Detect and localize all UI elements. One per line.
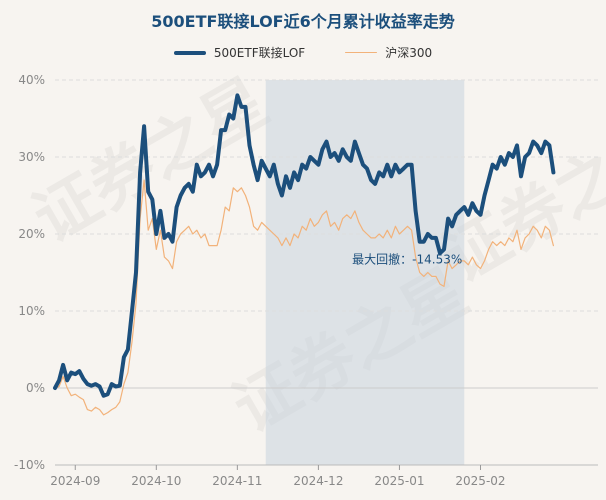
- x-tick-label: 2025-01: [374, 474, 424, 488]
- x-tick-label: 2024-12: [293, 474, 343, 488]
- legend-label-index: 沪深300: [385, 46, 433, 60]
- y-tick-label: 40%: [18, 73, 45, 87]
- legend-swatch-fund: [173, 50, 206, 55]
- legend-item-index[interactable]: 沪深300: [345, 44, 432, 61]
- x-tick-label: 2024-11: [212, 474, 262, 488]
- drawdown-region: [265, 80, 465, 465]
- y-tick-label: 20%: [18, 227, 45, 241]
- y-tick-label: 30%: [18, 150, 45, 164]
- legend: 500ETF联接LOF 沪深300: [0, 44, 606, 61]
- legend-item-fund[interactable]: 500ETF联接LOF: [173, 44, 306, 61]
- drawdown-label: 最大回撤：-14.53%: [352, 251, 462, 266]
- x-tick-label: 2024-10: [131, 474, 181, 488]
- y-tick-label: -10%: [14, 458, 45, 472]
- x-tick-label: 2024-09: [50, 474, 100, 488]
- legend-swatch-index: [345, 52, 378, 53]
- y-tick-label: 10%: [18, 304, 45, 318]
- x-tick-label: 2025-02: [455, 474, 505, 488]
- legend-label-fund: 500ETF联接LOF: [213, 46, 306, 60]
- chart-title: 500ETF联接LOF近6个月累计收益率走势: [151, 12, 455, 31]
- series-line-fund: [53, 93, 556, 398]
- y-tick-label: 0%: [26, 381, 45, 395]
